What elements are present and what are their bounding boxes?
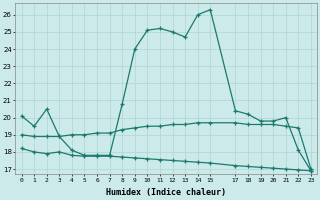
X-axis label: Humidex (Indice chaleur): Humidex (Indice chaleur) (106, 188, 226, 197)
